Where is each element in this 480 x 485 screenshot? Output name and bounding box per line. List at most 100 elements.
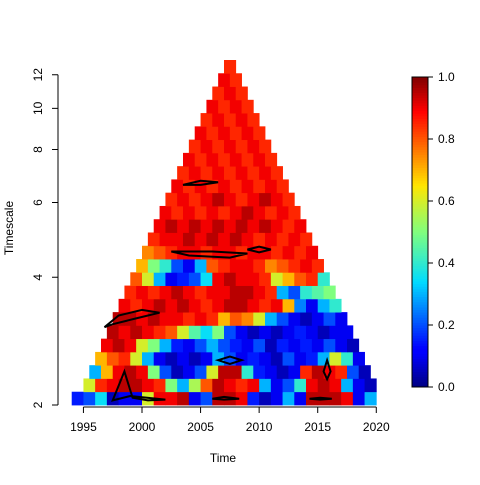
heatmap-cell [206,285,219,300]
heatmap-cell [300,232,313,247]
colorbar-swatch [412,167,428,171]
heatmap-cell [212,139,225,154]
heatmap-cell [259,219,272,233]
heatmap-cell [311,365,324,379]
heatmap-cell [159,232,172,247]
heatmap-cell [247,351,260,366]
colorbar-swatch [412,273,428,277]
heatmap-cell [235,219,248,233]
heatmap-cell [212,166,225,180]
colorbar-swatch [412,229,428,233]
x-tick-label: 2010 [246,420,273,434]
colorbar-swatch [412,206,428,210]
heatmap-cell [306,325,319,340]
heatmap-cell [265,152,278,167]
x-axis-label: Time [210,451,237,465]
heatmap-cell [224,325,237,340]
significance-contours [103,179,332,402]
colorbar-swatch [412,294,428,298]
heatmap-cell [270,166,283,180]
heatmap-cell [335,338,348,353]
heatmap-cell [276,365,289,379]
heatmap-cell [188,139,201,154]
heatmap-cell [153,219,166,233]
heatmap-cell [159,285,172,300]
colorbar-swatch [412,180,428,184]
heatmap-cell [188,298,201,313]
y-axis-label: Timescale [2,201,16,256]
heatmap-cell [153,272,166,286]
heatmap-cell [294,245,307,260]
y-tick-label: 6 [31,199,45,206]
colorbar-swatch [412,100,428,104]
heatmap-cell [270,245,283,260]
colorbar-swatch [412,133,428,137]
heatmap-cell [206,99,219,114]
colorbar-swatch [412,105,428,109]
heatmap-cell [218,99,231,114]
colorbar-swatch [412,139,428,143]
colorbar-swatch [412,211,428,215]
heatmap-cell [352,378,365,393]
heatmap-cell [270,391,283,406]
heatmap-cell [235,192,248,207]
colorbar-swatch [412,356,428,360]
heatmap-cell [341,378,354,393]
colorbar-swatch [412,216,428,220]
heatmap-cell [224,378,237,393]
heatmap-cell [229,285,242,300]
colorbar-swatch [412,193,428,197]
colorbar-swatch [412,201,428,205]
heatmap-cell [270,378,283,393]
heatmap-cell [276,285,289,300]
colorbar-swatch [412,381,428,385]
colorbar-swatch [412,255,428,259]
heatmap-cell [206,232,219,247]
heatmap-cell [241,259,254,273]
y-tick-label: 4 [31,274,45,281]
heatmap-cell [177,245,190,260]
heatmap-cell [177,192,190,207]
colorbar-swatch [412,221,428,225]
heatmap-cell [235,391,248,406]
heatmap-cell [206,152,219,167]
heatmap-cell [224,166,237,180]
heatmap-cell [229,232,242,247]
heatmap-cell [130,378,143,393]
heatmap-cell [300,338,313,353]
heatmap-cell [130,325,143,340]
heatmap-cell [95,378,108,393]
heatmap-cell [224,192,237,207]
heatmap-cell [247,139,260,154]
colorbar-swatch [412,170,428,174]
heatmap-cell [224,272,237,286]
colorbar-swatch [412,345,428,349]
heatmap-cell [188,219,201,233]
heatmap-cell [282,245,295,260]
colorbar-swatch [412,291,428,295]
colorbar-swatch [412,283,428,287]
heatmap-cell [352,391,365,406]
colorbar-swatch [412,374,428,378]
heatmap-cell [165,219,178,233]
colorbar-swatch [412,234,428,238]
heatmap-cell [159,338,172,353]
heatmap-cell [218,152,231,167]
heatmap-cell [294,325,307,340]
heatmap-cell [224,60,237,74]
heatmap-cell [165,192,178,207]
contour-line [309,396,332,401]
colorbar-swatch [412,247,428,251]
heatmap-cell [101,338,114,353]
heatmap-cell [188,166,201,180]
colorbar-swatch [412,175,428,179]
heatmap-cell [270,192,283,207]
heatmap-cell [253,179,266,194]
heatmap-cell [288,259,301,273]
heatmap-cell [235,298,248,313]
heatmap-cell [194,338,207,353]
heatmap-cell [282,272,295,286]
colorbar-swatch [412,95,428,99]
heatmap-cell [253,126,266,141]
